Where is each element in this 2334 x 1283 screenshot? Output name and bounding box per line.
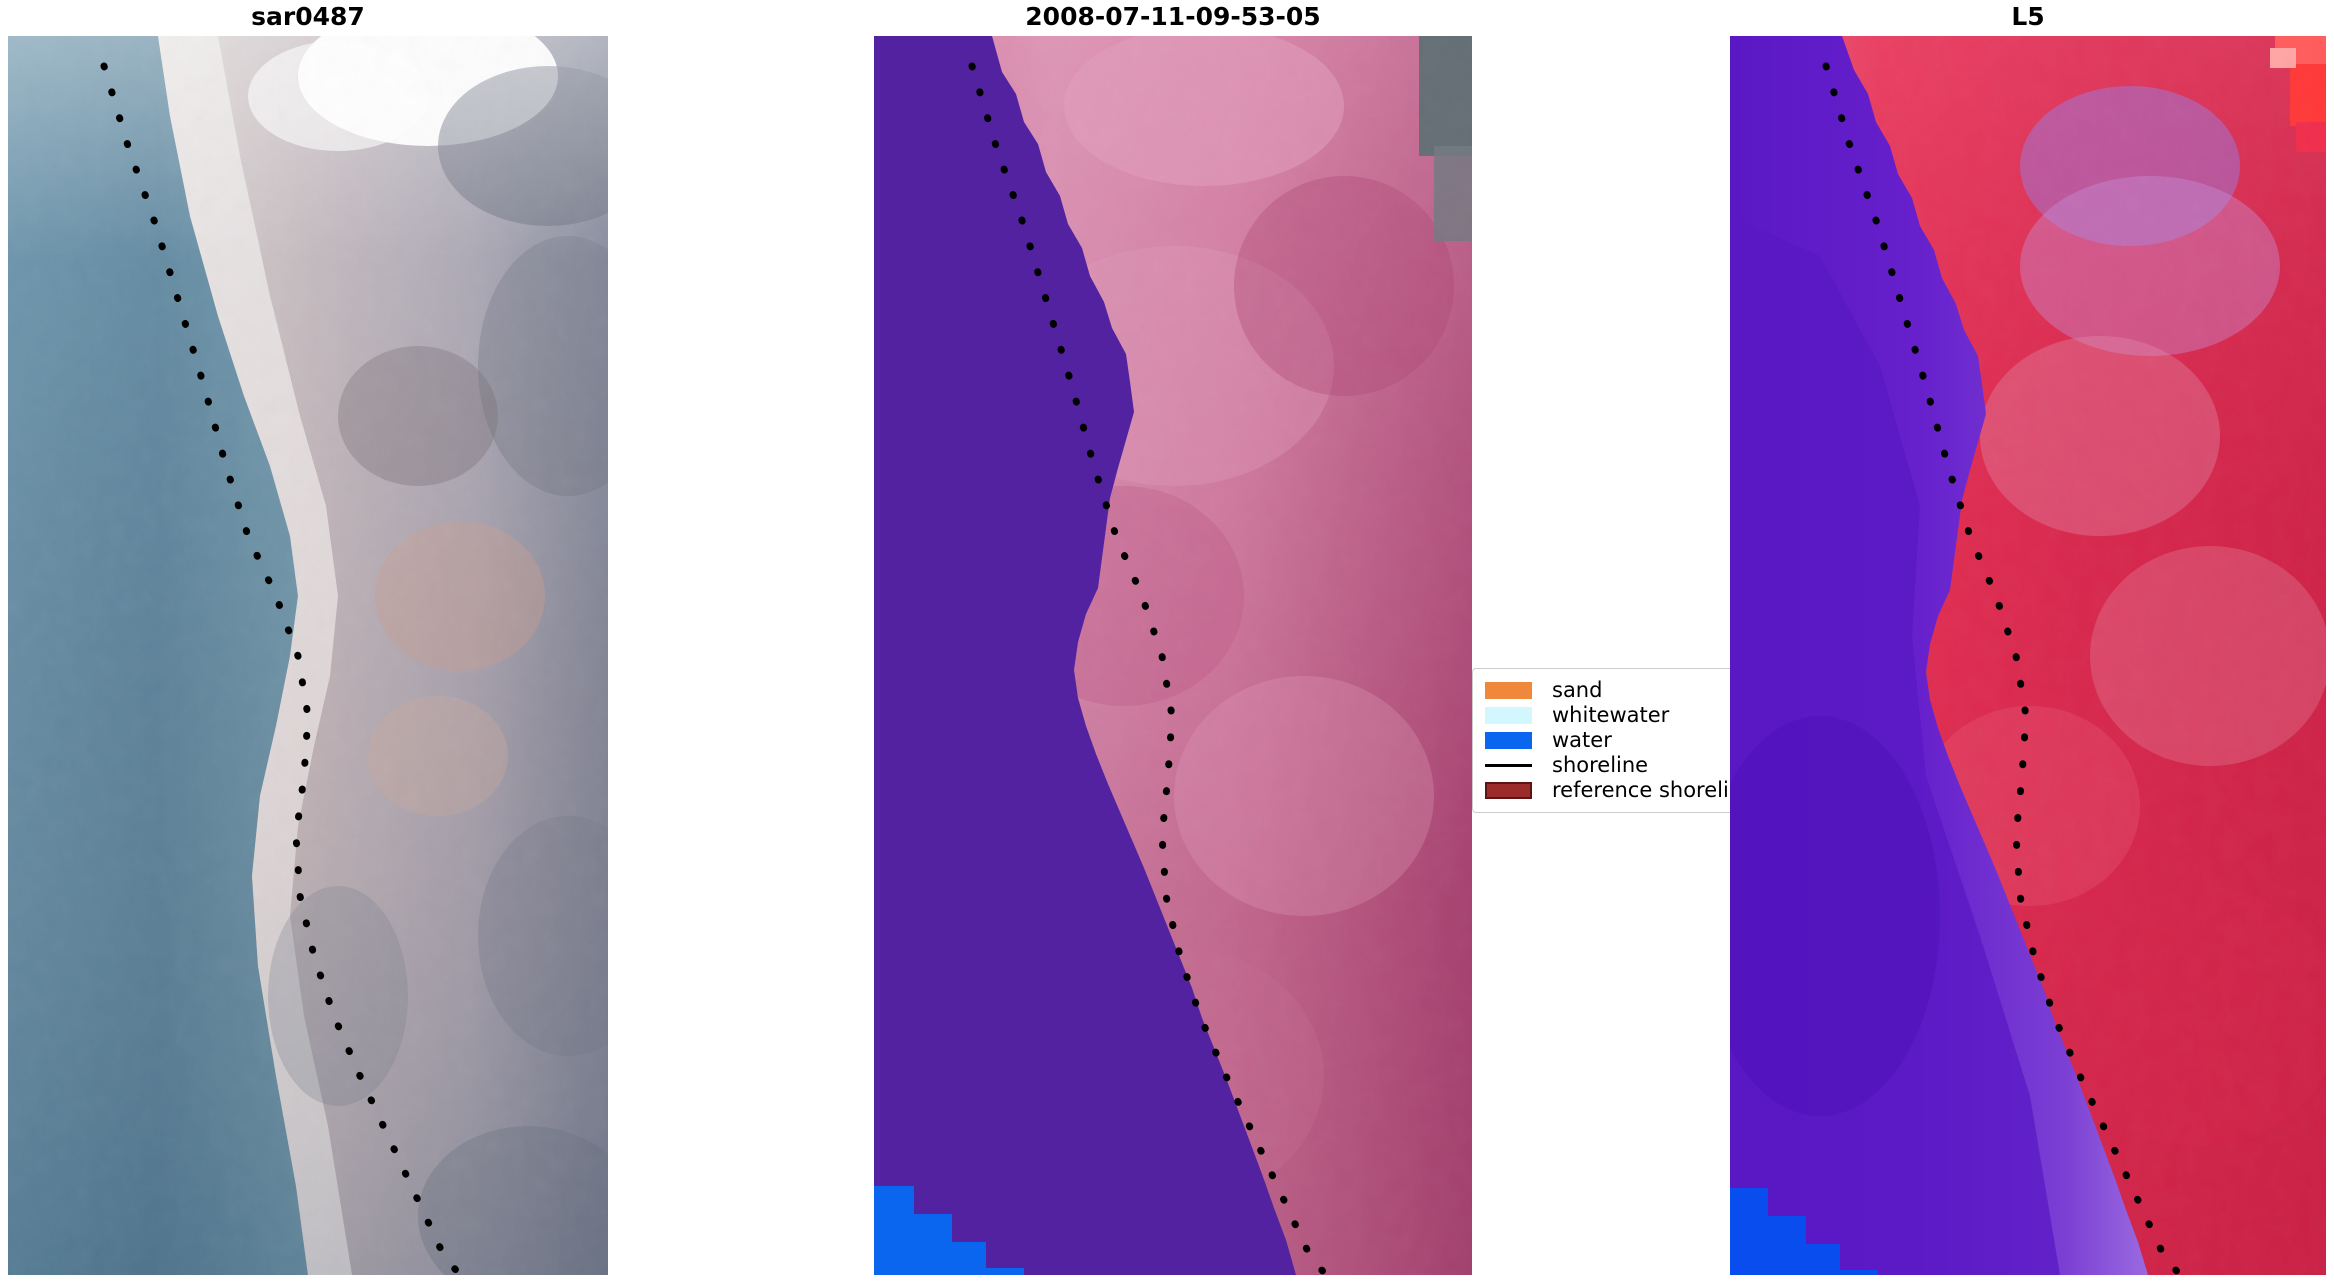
legend-item-sand[interactable]: sand <box>1485 678 1729 703</box>
shoreline-line-swatch <box>1485 764 1532 767</box>
legend-item-whitewater[interactable]: whitewater <box>1485 703 1729 728</box>
sand-color-swatch <box>1485 682 1532 699</box>
panel-title-l5: L5 <box>2011 2 2045 31</box>
sar-image <box>8 36 608 1275</box>
sar-panel[interactable] <box>8 36 608 1275</box>
water-class-blue <box>874 1186 1024 1275</box>
legend[interactable]: sand whitewater water shoreline <box>1472 668 1730 844</box>
legend-label-water: water <box>1552 728 1612 752</box>
sand-swatch-wrap <box>1485 678 1540 703</box>
reference-shoreline-color-swatch <box>1485 782 1532 799</box>
shoreline-swatch-wrap <box>1485 753 1540 778</box>
water-color-swatch <box>1485 732 1532 749</box>
l5-image <box>1730 36 2326 1275</box>
legend-item-reference-shoreline[interactable]: reference shoreline <box>1485 778 1730 803</box>
legend-box: sand whitewater water shoreline <box>1472 668 1730 813</box>
water-class-overlay <box>874 36 1296 1275</box>
water-swatch-wrap <box>1485 728 1540 753</box>
panel-title-sar: sar0487 <box>251 2 365 31</box>
classified-panel[interactable] <box>874 36 1472 1275</box>
legend-label-whitewater: whitewater <box>1552 703 1670 727</box>
panel-title-classified: 2008-07-11-09-53-05 <box>1025 2 1321 31</box>
classified-image <box>874 36 1472 1275</box>
legend-item-water[interactable]: water <box>1485 728 1729 753</box>
legend-item-shoreline[interactable]: shoreline <box>1485 753 1729 778</box>
whitewater-color-swatch <box>1485 707 1532 724</box>
legend-label-sand: sand <box>1552 678 1603 702</box>
shoreline-dotted-path <box>968 62 1330 1275</box>
shoreline-dotted-path <box>1822 62 2184 1275</box>
l5-panel[interactable] <box>1730 36 2326 1275</box>
water-class-blue <box>1730 1188 1878 1275</box>
shoreline-dotted-path <box>100 62 464 1275</box>
whitewater-swatch-wrap <box>1485 703 1540 728</box>
legend-label-shoreline: shoreline <box>1552 753 1649 777</box>
reference-shoreline-swatch-wrap <box>1485 778 1540 803</box>
legend-label-reference-shoreline: reference shoreline <box>1552 778 1730 802</box>
